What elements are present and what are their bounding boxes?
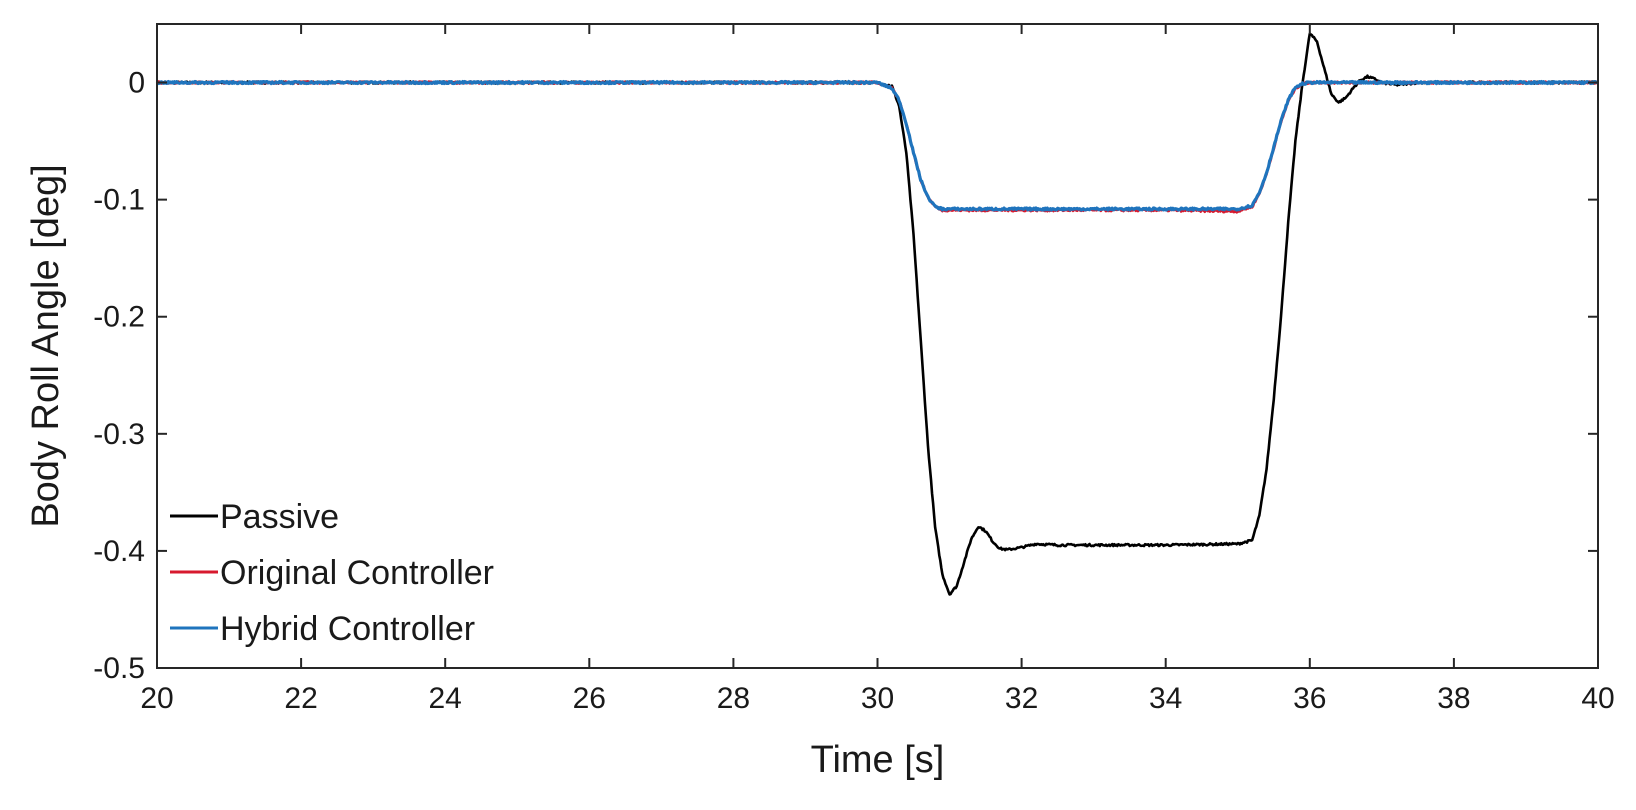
y-tick-label: -0.3 [93,418,145,451]
x-axis-label: Time [s] [811,739,945,781]
legend: Passive Original Controller Hybrid Control… [170,498,494,648]
y-tick-label: -0.5 [93,652,145,685]
x-tick-label: 38 [1437,682,1470,715]
x-tick-label: 32 [1005,682,1038,715]
y-tick-label: -0.2 [93,301,145,334]
tick-layer: 20 22 24 26 28 30 32 34 36 38 40 0 -0.1 -0.2 -0.3 -0.4 -… [93,24,1615,715]
x-tick-label: 30 [861,682,894,715]
legend-entry-label: Hybrid Controller [220,610,475,648]
y-tick-label: -0.4 [93,535,145,568]
y-tick-label: -0.1 [93,184,145,217]
x-tick-label: 34 [1149,682,1182,715]
series-line-passive [155,32,1599,596]
legend-entry-label: Passive [220,498,339,536]
series-line-hybrid-controller [156,79,1599,212]
series-layer [155,32,1599,596]
x-tick-label: 24 [429,682,462,715]
x-tick-label: 26 [573,682,606,715]
x-tick-label: 22 [284,682,317,715]
y-tick-label: 0 [128,67,145,100]
y-axis-label: Body Roll Angle [deg] [25,164,67,527]
series-line-original-controller [156,80,1599,214]
legend-entry-label: Original Controller [220,554,494,592]
x-tick-label: 28 [717,682,750,715]
x-tick-label: 40 [1581,682,1614,715]
x-tick-label: 20 [140,682,173,715]
x-tick-label: 36 [1293,682,1326,715]
